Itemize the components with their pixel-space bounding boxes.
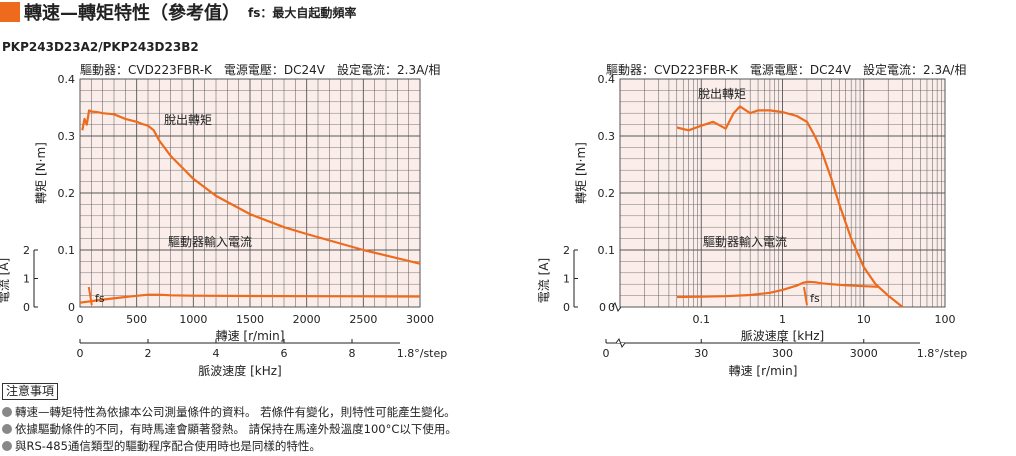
x2-tick-label: 6 xyxy=(281,347,288,360)
fs-note: fs：最大自起動頻率 xyxy=(248,5,357,20)
x2-tick-label: 0 xyxy=(603,347,610,360)
current-axis-label: 電流 [A] xyxy=(0,258,11,303)
y-axis-label: 轉矩 [N·m] xyxy=(574,142,588,204)
chart-conditions: 驅動器：CVD223FBR-K 電源電壓：DC24V 設定電流：2.3A/相 xyxy=(80,62,440,77)
x2-tick-label: 30 xyxy=(694,347,708,360)
x2-tick-label: 8 xyxy=(349,347,356,360)
bullet-icon xyxy=(2,406,12,417)
x-tick-label: 500 xyxy=(126,313,147,326)
y-tick-label: 0.4 xyxy=(58,73,76,86)
x-tick-label: 2500 xyxy=(349,313,377,326)
y-tick-label: 0 xyxy=(68,301,75,314)
series-label-pullout-torque: 脫出轉矩 xyxy=(698,86,746,101)
series-label-pullout-torque: 脫出轉矩 xyxy=(164,112,212,127)
x2-tick-label: 2 xyxy=(145,347,152,360)
chart-conditions: 驅動器：CVD223FBR-K 電源電壓：DC24V 設定電流：2.3A/相 xyxy=(606,62,966,77)
note-item: 依據驅動條件的不同，有時馬達會顯著發熱。 請保持在馬達外殼溫度100°C以下使用… xyxy=(2,420,457,437)
y-tick-label: 0.1 xyxy=(598,244,616,257)
x-tick-label: 100 xyxy=(935,313,956,326)
note-item: 與RS-485通信類型的驅動程序配合使用時也是同樣的特性。 xyxy=(2,437,457,454)
x-tick-label: 1000 xyxy=(179,313,207,326)
series-label-input-current: 驅動器輸入電流 xyxy=(168,234,252,249)
notes-section: 注意事項 轉速—轉矩特性為依據本公司測量條件的資料。 若條件有變化，則特性可能產… xyxy=(2,383,457,454)
notes-heading: 注意事項 xyxy=(2,383,59,400)
chart-1: 驅動器：CVD223FBR-K 電源電壓：DC24V 設定電流：2.3A/相00… xyxy=(0,62,447,378)
bullet-icon xyxy=(2,423,12,434)
current-tick-label: 2 xyxy=(563,244,570,257)
chart-2: 驅動器：CVD223FBR-K 電源電壓：DC24V 設定電流：2.3A/相00… xyxy=(537,62,967,378)
x2-unit-note: 1.8°/step xyxy=(397,347,448,360)
fs-marker xyxy=(87,286,93,306)
model-number: PKP243D23A2/PKP243D23B2 xyxy=(2,40,199,54)
fs-label: fs xyxy=(810,292,820,305)
y-tick-label: 0.4 xyxy=(598,73,616,86)
x-axis-label: 轉速 [r/min] xyxy=(216,329,285,343)
x-tick-label: 2000 xyxy=(293,313,321,326)
note-text: 依據驅動條件的不同，有時馬達會顯著發熱。 請保持在馬達外殼溫度100°C以下使用… xyxy=(15,421,457,436)
x2-tick-label: 4 xyxy=(213,347,220,360)
x-tick-label: 10 xyxy=(857,313,871,326)
x-tick-label: 1500 xyxy=(236,313,264,326)
y-tick-label: 0.1 xyxy=(58,244,76,257)
y-axis-label: 轉矩 [N·m] xyxy=(34,142,48,204)
chart-header: 轉速—轉矩特性（參考值） fs：最大自起動頻率 xyxy=(0,0,356,24)
fs-label: fs xyxy=(95,292,105,305)
accent-square xyxy=(0,2,20,22)
note-text: 與RS-485通信類型的驅動程序配合使用時也是同樣的特性。 xyxy=(15,438,321,453)
x-axis-label: 脈波速度 [kHz] xyxy=(741,328,824,343)
x2-tick-label: 300 xyxy=(772,347,793,360)
x-tick-label: 1 xyxy=(779,313,786,326)
x-tick-label: 0 xyxy=(77,313,84,326)
x2-unit-note: 1.8°/step xyxy=(917,347,968,360)
y-tick-label: 0.2 xyxy=(598,187,616,200)
current-tick-label: 1 xyxy=(563,273,570,286)
note-text: 轉速—轉矩特性為依據本公司測量條件的資料。 若條件有變化，則特性可能產生變化。 xyxy=(15,404,456,419)
current-axis-label: 電流 [A] xyxy=(537,258,551,303)
axis-break-icon xyxy=(611,301,622,313)
note-item: 轉速—轉矩特性為依據本公司測量條件的資料。 若條件有變化，則特性可能產生變化。 xyxy=(2,403,457,420)
y-tick-label: 0 xyxy=(608,301,615,314)
series-label-input-current: 驅動器輸入電流 xyxy=(703,234,787,249)
current-tick-label: 0 xyxy=(563,301,570,314)
x2-tick-label: 3000 xyxy=(850,347,878,360)
y-tick-label: 0.3 xyxy=(58,130,76,143)
current-tick-label: 2 xyxy=(23,244,30,257)
x2-axis-label: 脈波速度 [kHz] xyxy=(198,363,281,378)
current-tick-label: 1 xyxy=(23,273,30,286)
series-line-pullout-torque xyxy=(676,105,904,308)
x-origin-label: 0 xyxy=(599,301,606,314)
x-tick-label: 0.1 xyxy=(693,313,711,326)
x-tick-label: 3000 xyxy=(406,313,434,326)
x2-axis-label: 轉速 [r/min] xyxy=(729,364,798,378)
x2-tick-label: 0 xyxy=(77,347,84,360)
current-tick-label: 0 xyxy=(23,301,30,314)
page-title: 轉速—轉矩特性（參考值） xyxy=(24,3,240,24)
y-tick-label: 0.3 xyxy=(598,130,616,143)
axis-break-icon xyxy=(615,337,626,349)
fs-marker xyxy=(802,286,808,306)
y-tick-label: 0.2 xyxy=(58,187,76,200)
bullet-icon xyxy=(2,440,12,451)
